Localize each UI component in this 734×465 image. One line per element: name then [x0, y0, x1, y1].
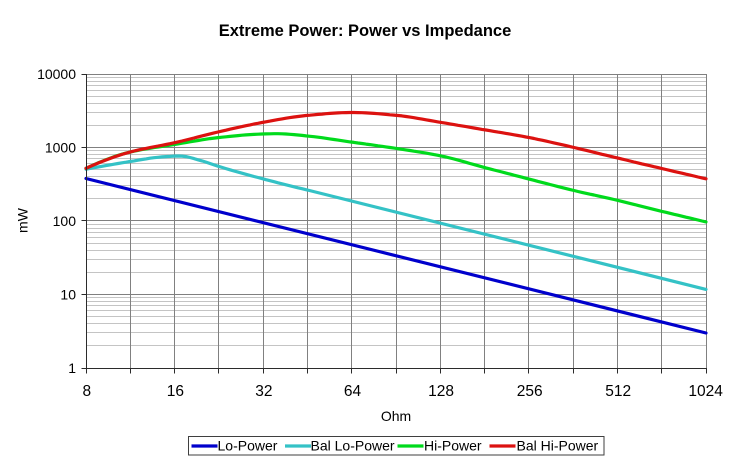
svg-text:Ohm: Ohm [381, 408, 411, 424]
svg-text:100: 100 [53, 213, 77, 229]
svg-text:1024: 1024 [688, 383, 723, 400]
svg-text:Lo-Power: Lo-Power [218, 438, 278, 454]
svg-text:10000: 10000 [37, 66, 76, 82]
svg-text:Hi-Power: Hi-Power [424, 438, 482, 454]
svg-text:512: 512 [605, 383, 631, 400]
svg-text:16: 16 [167, 383, 184, 400]
svg-text:1000: 1000 [45, 140, 76, 156]
svg-text:10: 10 [60, 287, 76, 303]
svg-text:1: 1 [68, 360, 76, 376]
svg-text:8: 8 [82, 383, 91, 400]
svg-text:Bal Lo-Power: Bal Lo-Power [311, 438, 395, 454]
svg-text:Extreme Power: Power vs Impeda: Extreme Power: Power vs Impedance [219, 22, 512, 40]
svg-text:256: 256 [517, 383, 543, 400]
svg-text:64: 64 [344, 383, 362, 400]
svg-text:Bal Hi-Power: Bal Hi-Power [517, 438, 599, 454]
svg-text:32: 32 [255, 383, 272, 400]
svg-text:mW: mW [15, 207, 31, 233]
svg-text:128: 128 [428, 383, 454, 400]
